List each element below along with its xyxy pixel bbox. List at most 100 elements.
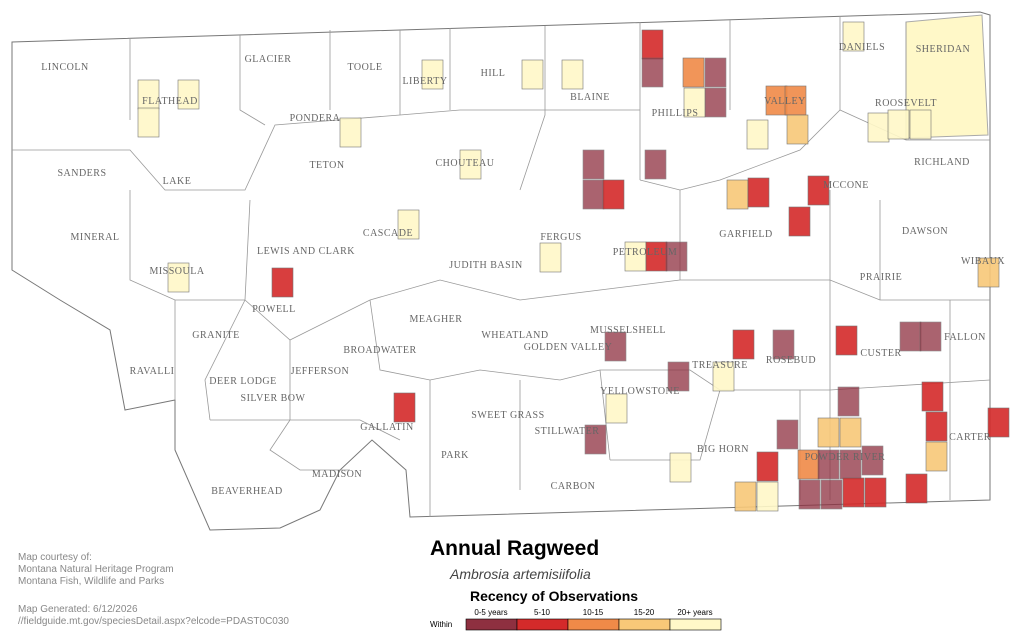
observation-block [641, 57, 664, 88]
observation-block [584, 424, 607, 455]
observation-block [861, 445, 884, 476]
subtitle: Ambrosia artemisiifolia [449, 566, 591, 582]
observation-block [864, 477, 887, 508]
county-label: PRAIRIE [860, 272, 902, 283]
county-label: DANIELS [839, 42, 885, 53]
title: Annual Ragweed [430, 537, 599, 560]
county-label: POWDER RIVER [805, 452, 886, 463]
county-label: RICHLAND [914, 157, 970, 168]
observation-block [167, 262, 190, 293]
county-label: CHOUTEAU [436, 158, 495, 169]
observation-block [756, 481, 779, 512]
county-label: CUSTER [860, 348, 901, 359]
county-label: TREASURE [692, 360, 748, 371]
observation-block [665, 241, 688, 272]
observation-block [842, 21, 865, 52]
observation-block [602, 179, 625, 210]
observation-block [820, 479, 843, 510]
observation-block [867, 112, 890, 143]
county-label: PETROLEUM [613, 247, 678, 258]
county-label: TOOLE [347, 62, 382, 73]
county-label: JUDITH BASIN [449, 260, 523, 271]
legend-swatch [618, 618, 671, 631]
credit-line: Map courtesy of: [18, 552, 92, 563]
legend-label: 10-15 [583, 608, 604, 617]
credit-line: Montana Fish, Wildlife and Parks [18, 576, 164, 587]
observation-block [921, 381, 944, 412]
observation-block [977, 257, 1000, 288]
observation-block [459, 149, 482, 180]
observation-block [521, 59, 544, 90]
observations [137, 21, 1010, 512]
legend-swatch [567, 618, 620, 631]
observation-block [683, 87, 706, 118]
county-label: ROOSEVELT [875, 98, 937, 109]
county-label: FALLON [944, 332, 986, 343]
observation-block [919, 321, 942, 352]
county-label: MINERAL [70, 232, 119, 243]
county-label: JEFFERSON [291, 366, 349, 377]
observation-block [421, 59, 444, 90]
county-label: CARBON [551, 481, 596, 492]
observation-block [925, 411, 948, 442]
observation-block [756, 451, 779, 482]
observation-block [788, 206, 811, 237]
observation-block [837, 386, 860, 417]
observation-block [271, 267, 294, 298]
county-label: BIG HORN [697, 444, 749, 455]
county-label: LEWIS AND CLARK [257, 246, 355, 257]
legend-swatch [465, 618, 518, 631]
observation-block [732, 329, 755, 360]
county-label: PONDERA [290, 113, 341, 124]
legend-label: 0-5 years [474, 608, 507, 617]
county-label: MEAGHER [410, 314, 463, 325]
observation-block [747, 177, 770, 208]
county-label: PARK [441, 450, 469, 461]
legend: 0-5 years 5-10 10-15 15-20 20+ years [465, 608, 722, 631]
county-label: YELLOWSTONE [600, 386, 680, 397]
county-label: GARFIELD [719, 229, 772, 240]
county-label: BEAVERHEAD [211, 486, 282, 497]
county-label: CASCADE [363, 228, 413, 239]
observation-block [909, 109, 932, 140]
observation-block [539, 242, 562, 273]
observation-block [786, 114, 809, 145]
observation-block [817, 417, 840, 448]
county-label: GALLATIN [360, 422, 413, 433]
legend-swatch [669, 618, 722, 631]
observation-block [644, 149, 667, 180]
county-label: SHERIDAN [916, 44, 971, 55]
observation-block [604, 331, 627, 362]
credit-line: Montana Natural Heritage Program [18, 564, 174, 575]
observation-block [704, 87, 727, 118]
county-label: SILVER BOW [241, 393, 306, 404]
generated-line: //fieldguide.mt.gov/speciesDetail.aspx?e… [18, 616, 289, 627]
county-label: SANDERS [57, 168, 106, 179]
observation-block [899, 321, 922, 352]
county-label: GLACIER [245, 54, 292, 65]
county-label: STILLWATER [535, 426, 600, 437]
observation-block [137, 107, 160, 138]
county-label: FLATHEAD [142, 96, 198, 107]
generated-line: Map Generated: 6/12/2026 [18, 604, 138, 615]
county-label: SWEET GRASS [471, 410, 544, 421]
observation-block [887, 109, 910, 140]
observation-block [582, 179, 605, 210]
county-label: PHILLIPS [652, 108, 699, 119]
observation-block [339, 117, 362, 148]
observation-block [925, 441, 948, 472]
observation-block [726, 179, 749, 210]
county-labels: LINCOLN FLATHEAD GLACIER TOOLE LIBERTY HILL BL… [41, 42, 1005, 497]
county-label: MISSOULA [149, 266, 204, 277]
legend-label: 20+ years [677, 608, 712, 617]
county-label: TETON [309, 160, 344, 171]
observation-block [772, 329, 795, 360]
observation-block [712, 361, 735, 392]
county-label: GOLDEN VALLEY [524, 342, 613, 353]
observation-block [397, 209, 420, 240]
observation-block [987, 407, 1010, 438]
legend-prefix: Within [430, 620, 452, 629]
county-label: MUSSELSHELL [590, 325, 666, 336]
observation-block [393, 392, 416, 423]
